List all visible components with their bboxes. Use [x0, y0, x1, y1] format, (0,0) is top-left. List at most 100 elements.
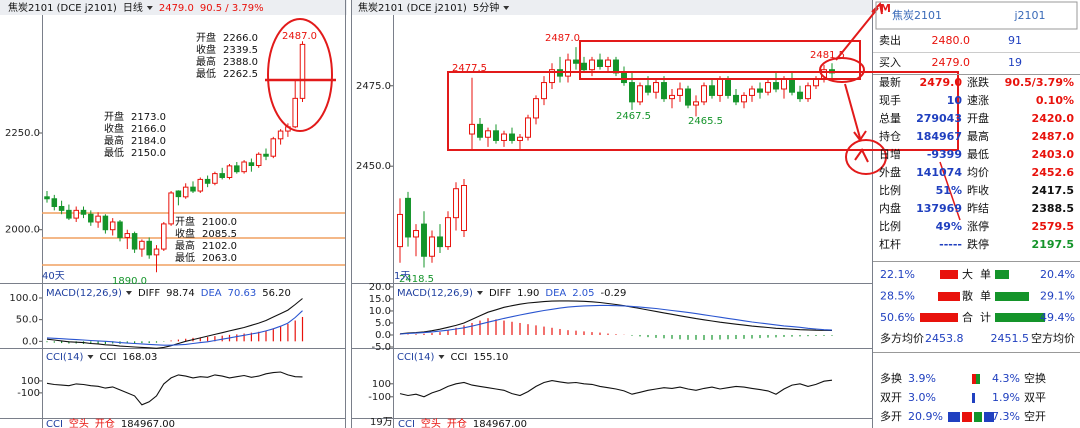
range-box [579, 40, 861, 80]
candle-body [226, 165, 233, 178]
stat-label: 均价 [967, 166, 989, 179]
info-label: 最低 [196, 67, 216, 80]
reference-lines [42, 212, 345, 266]
dropdown-icon [476, 291, 483, 295]
change-value: 3.0% [908, 391, 936, 404]
info-value: 2266.0 [223, 33, 258, 44]
candle-body [292, 97, 298, 128]
price-annotation: 2418.5 [399, 274, 434, 285]
stat-value: 2452.6 [1032, 166, 1075, 179]
candle-body [469, 123, 475, 135]
stat-value: 0.10% [1036, 94, 1074, 107]
candle-body [565, 59, 571, 77]
side-volume: 91 [1008, 34, 1022, 47]
stat-value: 2417.5 [1032, 184, 1074, 197]
flow-left: 22.1% [880, 268, 915, 281]
info-label: 最低 [104, 146, 124, 159]
candle-body [741, 94, 747, 103]
indicator-title: CCI(14) [46, 352, 84, 363]
panel-borders [0, 0, 873, 428]
y-tick-label: 0.0 [375, 330, 391, 341]
change-bar [976, 374, 980, 384]
change-value: 4.3% [992, 372, 1020, 385]
candle-body [549, 69, 555, 84]
flow-left: 28.5% [880, 290, 915, 303]
series-name: CCI [450, 352, 467, 363]
candle-body [95, 215, 101, 223]
candle-body [589, 59, 595, 71]
info-label: 开盘 [196, 31, 216, 44]
series-value: 1.90 [517, 288, 539, 299]
indicator-title: CCI(14) [397, 352, 435, 363]
flow-left: 50.6% [880, 311, 915, 324]
candle-body [161, 223, 167, 250]
change-bar [962, 412, 972, 422]
series-value: 70.63 [228, 288, 257, 299]
change-label: 空开 [1024, 409, 1046, 423]
stat-value: 49% [936, 220, 962, 233]
arrow [835, 7, 879, 61]
footer-axis-label: 19万 [370, 417, 393, 428]
candle-body [477, 123, 483, 138]
stat-label: 持仓 [879, 129, 901, 143]
info-value: 2388.0 [223, 57, 258, 68]
candle-body [541, 82, 547, 100]
avg-label: 多方均价 [880, 331, 924, 345]
candle-body [757, 88, 763, 93]
change-label: 双平 [1024, 391, 1046, 404]
candle-body [263, 153, 269, 157]
info-value: 2102.0 [202, 241, 237, 252]
stat-label: 总量 [879, 111, 901, 125]
candle-body [765, 82, 771, 93]
candle-body [573, 59, 579, 64]
flow-label: 大 [962, 267, 973, 281]
price-annotation: 2487.0 [282, 31, 317, 42]
last-price: 2479.0 [159, 3, 194, 14]
stat-value: 51% [936, 184, 962, 197]
dropdown-icon [503, 6, 510, 10]
histogram-value: 56.20 [262, 288, 291, 299]
stat-label: 跌停 [967, 237, 989, 251]
info-label: 收盘 [104, 122, 124, 135]
change-label: 多开 [880, 409, 902, 423]
candle-body [781, 78, 787, 90]
stat-value: 2479.0 [920, 76, 963, 89]
price-change: 90.5 / 3.79% [200, 3, 264, 14]
circle-mark [845, 139, 887, 175]
candle-body [234, 165, 240, 173]
series-name: DEA [545, 288, 566, 299]
candle-body [717, 78, 723, 96]
footer-text: 184967.00 [121, 419, 175, 428]
title-box [875, 1, 1078, 30]
series-value: 155.10 [473, 352, 508, 363]
arrow-heads [853, 1, 883, 163]
candle-body [701, 85, 707, 103]
candle-body [277, 130, 284, 140]
stat-label: 外盘 [879, 165, 901, 179]
change-value: 1.9% [992, 391, 1020, 404]
candle-body [102, 215, 109, 231]
candle-body [299, 43, 306, 99]
y-tick-label: -100 [368, 392, 391, 403]
change-bar [972, 393, 975, 403]
stat-value: ----- [939, 238, 962, 251]
stat-value: 2197.5 [1032, 238, 1074, 251]
flow-label: 计 [980, 311, 991, 324]
period: 5分钟 [473, 1, 499, 14]
histogram-value: -0.29 [601, 288, 627, 299]
change-label: 空换 [1024, 371, 1046, 385]
indicator-title: MACD(12,26,9) [46, 288, 122, 299]
chart-title: 焦炭2101 (DCE j2101) [358, 1, 467, 14]
candle-body [66, 209, 72, 219]
candle-body [653, 82, 659, 93]
avg-value: 2451.5 [991, 332, 1030, 345]
info-value: 2100.0 [202, 217, 237, 228]
candle-body [270, 138, 277, 157]
candle-body [175, 190, 182, 198]
stat-value: 2579.5 [1032, 220, 1074, 233]
candle-body [168, 192, 174, 225]
candle-body [677, 88, 683, 96]
footer-text: CCI [398, 419, 415, 428]
period: 日线 [123, 1, 143, 14]
indicator-line [399, 300, 833, 335]
